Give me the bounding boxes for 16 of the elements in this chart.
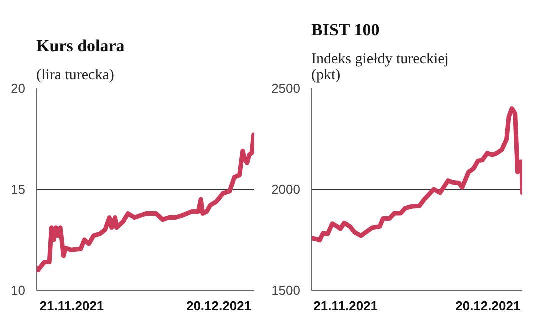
line-series — [312, 106, 522, 243]
chart-subtitle: Indeks giełdy tureckiej (pkt) — [312, 52, 449, 84]
x-tick-label: 20.12.2021 — [456, 298, 521, 314]
y-tick-label: 2000 — [272, 182, 300, 197]
y-tick-label: 15 — [11, 182, 26, 197]
chart-subtitle: (lira turecka) — [36, 68, 114, 84]
x-tick-label: 20.12.2021 — [186, 298, 252, 314]
chart-title: Kurs dolara — [36, 36, 126, 56]
y-tick-label: 1500 — [272, 283, 300, 298]
y-tick-label: 2500 — [272, 81, 300, 96]
y-tick-label: 10 — [11, 283, 26, 298]
x-tick-label: 21.11.2021 — [314, 298, 378, 314]
line-series — [36, 132, 254, 273]
chart-title: BIST 100 — [312, 20, 380, 40]
y-tick-label: 20 — [11, 81, 26, 96]
x-tick-label: 21.11.2021 — [40, 298, 104, 314]
